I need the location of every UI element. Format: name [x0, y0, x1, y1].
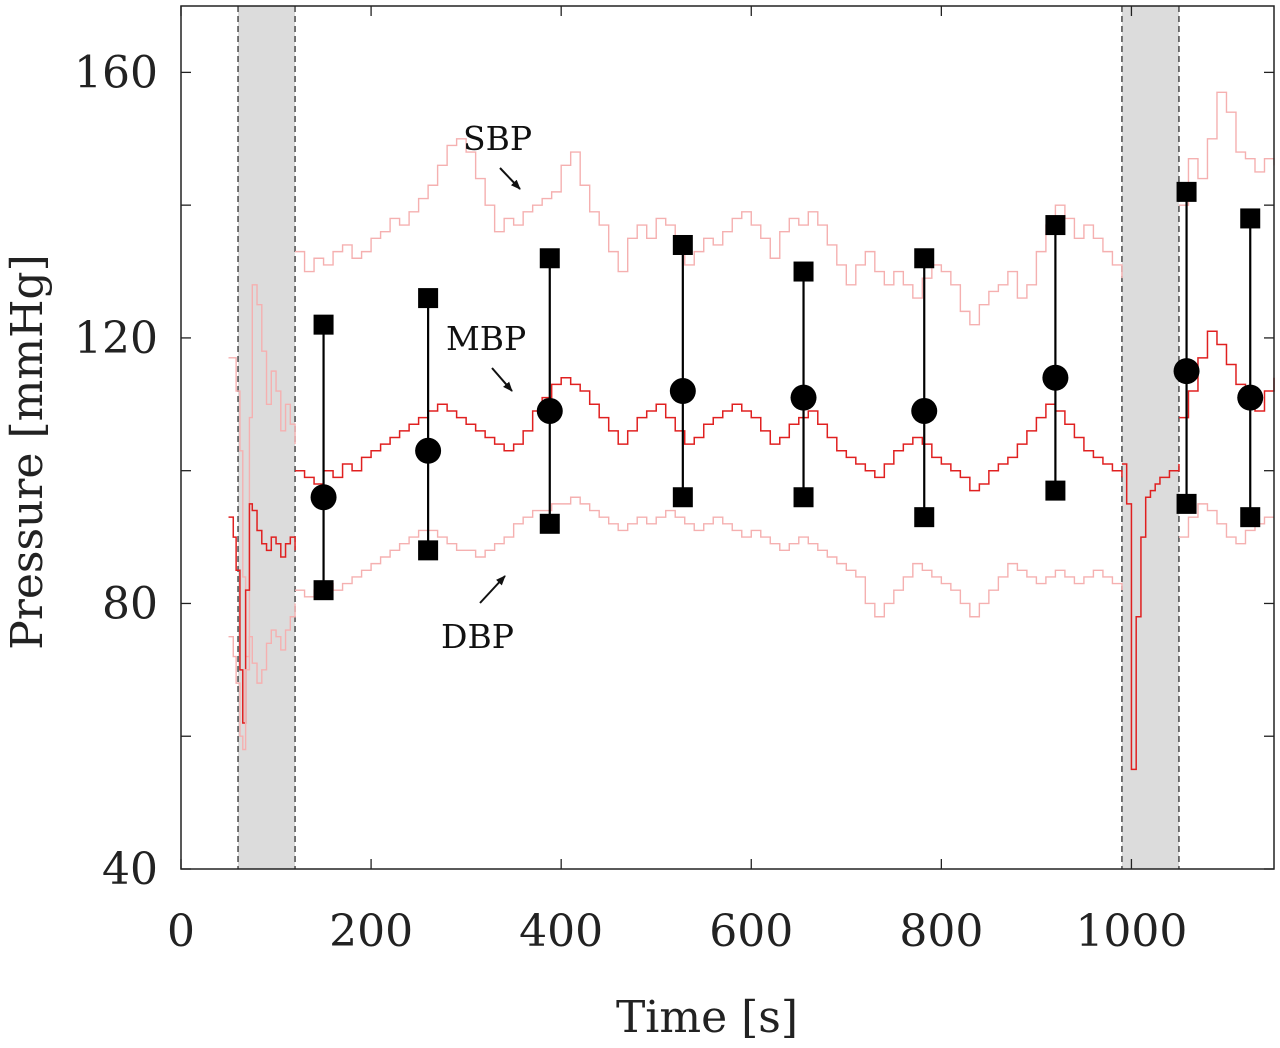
- series-line-3: [228, 503, 296, 724]
- annotation-dbp: DBP: [441, 617, 514, 656]
- upper-square-marker-8: [1240, 208, 1261, 229]
- mean-circle-marker-8: [1237, 384, 1264, 411]
- lower-square-marker-2: [539, 513, 560, 534]
- lower-square-marker-5: [914, 507, 935, 528]
- upper-square-marker-4: [793, 261, 814, 282]
- x-axis-title: Time [s]: [616, 992, 798, 1043]
- y-tick-label-1: 80: [102, 578, 158, 629]
- mean-circle-marker-1: [415, 437, 442, 464]
- series-line-0: [228, 284, 296, 658]
- series-layer: [228, 91, 1275, 771]
- annotation-arrow-dbp: [479, 575, 506, 604]
- annotation-arrow-mbp: [491, 367, 513, 392]
- y-tick-label-3: 160: [74, 47, 158, 98]
- x-tick-label-1: 200: [329, 906, 413, 957]
- mean-circle-marker-6: [1042, 364, 1069, 391]
- annotation-mbp: MBP: [446, 319, 526, 358]
- series-line-6: [228, 603, 296, 751]
- y-tick-label-2: 120: [74, 313, 158, 364]
- upper-square-marker-0: [313, 314, 334, 335]
- shaded-interval-0: [238, 6, 296, 869]
- series-line-1: [295, 138, 1123, 326]
- upper-square-marker-5: [914, 248, 935, 269]
- annotation-layer: SBP MBP DBP: [441, 119, 532, 656]
- y-tick-label-0: 40: [102, 844, 158, 895]
- mean-circle-marker-2: [536, 397, 563, 424]
- lower-square-marker-1: [418, 540, 439, 561]
- x-tick-label-2: 400: [519, 906, 603, 957]
- mean-circle-marker-7: [1173, 358, 1200, 385]
- axes-layer: 0 200 400 600 800 1000 40 80 120 160: [74, 5, 1275, 957]
- x-tick-label-5: 1000: [1075, 906, 1187, 957]
- lower-square-marker-3: [672, 487, 693, 508]
- mean-circle-marker-4: [790, 384, 817, 411]
- annotation-arrow-sbp: [499, 167, 521, 190]
- summary-marker-layer: [310, 181, 1264, 601]
- series-line-7: [295, 496, 1123, 618]
- plot-frame: [180, 5, 1275, 870]
- series-line-9: [1121, 463, 1180, 771]
- y-axis-title: Pressure [mmHg]: [2, 254, 53, 650]
- x-tick-label-4: 800: [899, 906, 983, 957]
- mean-circle-marker-3: [669, 378, 696, 405]
- x-tick-label-3: 600: [709, 906, 793, 957]
- lower-square-marker-7: [1176, 493, 1197, 514]
- mean-circle-marker-5: [911, 397, 938, 424]
- series-line-4: [295, 377, 1123, 492]
- mean-circle-marker-0: [310, 484, 337, 511]
- upper-square-marker-6: [1045, 215, 1066, 236]
- annotation-sbp: SBP: [463, 119, 532, 158]
- lower-square-marker-0: [313, 580, 334, 601]
- upper-square-marker-3: [672, 234, 693, 255]
- shaded-interval-1: [1121, 6, 1179, 869]
- upper-square-marker-2: [539, 248, 560, 269]
- series-line-2: [1178, 91, 1275, 206]
- upper-square-marker-1: [418, 288, 439, 309]
- upper-square-marker-7: [1176, 181, 1197, 202]
- x-tick-label-0: 0: [167, 906, 195, 957]
- lower-square-marker-8: [1240, 507, 1261, 528]
- lower-square-marker-6: [1045, 480, 1066, 501]
- series-line-5: [1178, 330, 1275, 419]
- lower-square-marker-4: [793, 487, 814, 508]
